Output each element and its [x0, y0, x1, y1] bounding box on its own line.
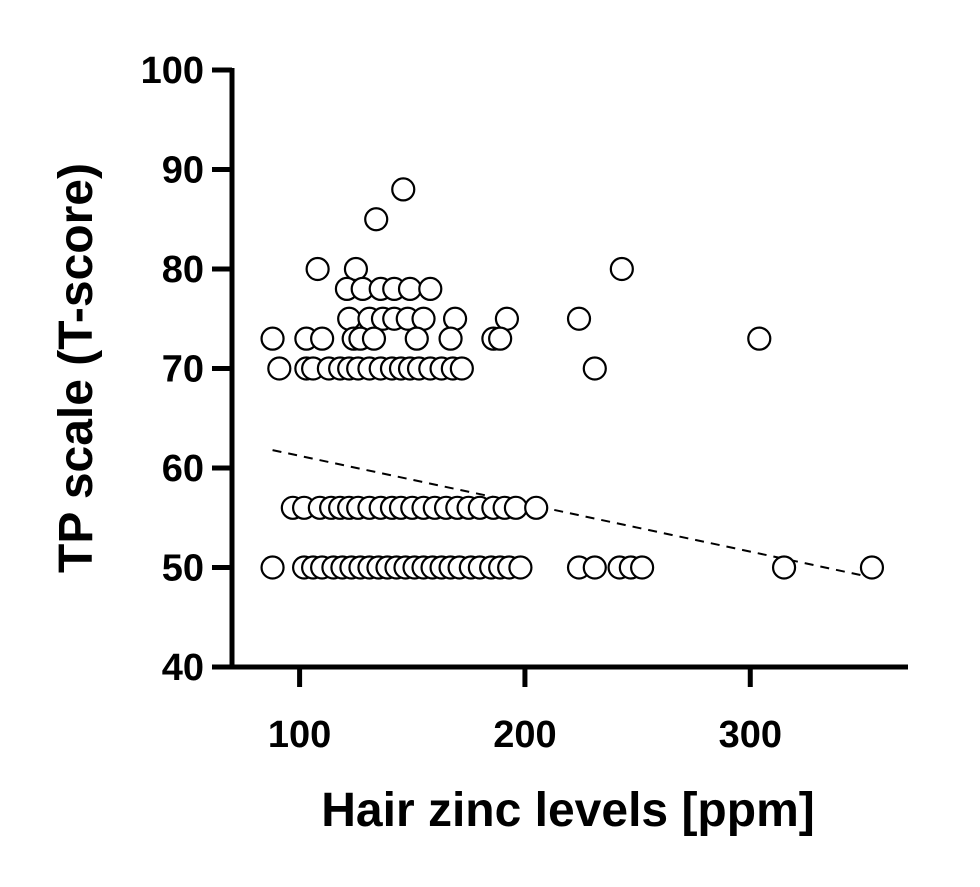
x-tick-label: 200 — [493, 714, 556, 756]
data-point — [397, 276, 423, 301]
data-point — [305, 256, 330, 282]
y-tick-label: 90 — [162, 150, 204, 192]
data-point — [404, 326, 429, 351]
data-point — [771, 555, 797, 580]
data-point — [524, 495, 549, 520]
x-tick-label: 100 — [268, 714, 331, 756]
data-points — [260, 177, 885, 580]
trend-line — [272, 449, 873, 579]
data-point — [503, 495, 529, 520]
data-point — [747, 326, 772, 351]
y-axis-title: TP scale (T-score) — [50, 163, 103, 573]
data-point — [337, 306, 362, 331]
data-point — [343, 256, 369, 282]
data-point — [260, 326, 285, 351]
data-point — [260, 555, 285, 580]
trend-line-group — [272, 449, 873, 579]
data-point — [310, 326, 335, 351]
y-tick-label: 70 — [162, 349, 204, 391]
data-point — [494, 306, 520, 331]
data-point — [582, 356, 607, 381]
data-point — [391, 177, 416, 202]
y-tick-label: 50 — [162, 548, 204, 590]
y-tick-label: 100 — [141, 50, 204, 92]
x-tick-label: 300 — [719, 714, 782, 756]
data-point — [859, 555, 885, 580]
data-point — [267, 356, 292, 381]
data-point — [449, 356, 474, 381]
y-tick-label: 60 — [162, 448, 204, 490]
data-point — [442, 306, 468, 331]
y-tick-label: 40 — [162, 647, 204, 689]
data-point — [566, 306, 592, 331]
data-point — [630, 555, 655, 580]
data-point — [418, 276, 443, 301]
data-point — [582, 555, 607, 580]
data-point — [361, 326, 387, 351]
y-tick-label: 80 — [162, 249, 204, 291]
data-point — [508, 555, 533, 580]
data-point — [364, 207, 389, 232]
y-axis-ticks: 40 50 60 70 80 90 100 — [141, 50, 232, 689]
data-point — [609, 256, 634, 282]
data-point — [411, 306, 436, 331]
data-point — [488, 326, 513, 351]
data-point — [438, 326, 463, 351]
x-axis-title: Hair zinc levels [ppm] — [321, 784, 814, 837]
x-axis-ticks: 100 200 300 — [268, 667, 782, 756]
